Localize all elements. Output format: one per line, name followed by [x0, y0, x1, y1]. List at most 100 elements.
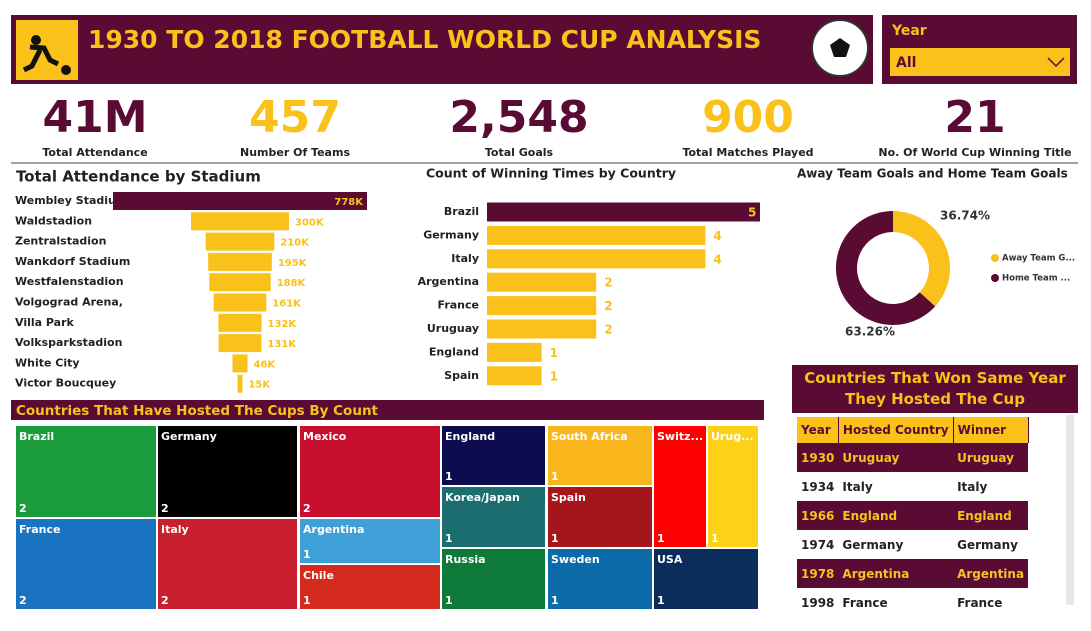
cell-value: 1 — [551, 470, 559, 483]
slicer-value: All — [896, 55, 916, 71]
table-cell: 1998 — [801, 595, 835, 610]
kpi-label: Total Attendance — [42, 146, 147, 159]
category-label: Germany — [423, 228, 479, 241]
category-label: Westfalenstadion — [15, 275, 124, 288]
category-label: Uruguay — [427, 322, 479, 335]
table-cell: 1978 — [797, 559, 839, 588]
treemap-cell — [300, 519, 440, 563]
cell-value: 1 — [445, 532, 453, 545]
value-label: 46K — [254, 359, 277, 370]
value-label: 1 — [550, 369, 558, 383]
table-row: 1934 Italy Italy — [797, 472, 1028, 501]
treemap-cell — [548, 549, 652, 609]
table-cell: France — [842, 595, 888, 610]
treemap-cell — [158, 426, 297, 517]
chart-title: Total Attendance by Stadium — [16, 168, 261, 186]
bar — [232, 354, 248, 373]
cell-label: Switz... — [657, 430, 703, 443]
cell-value: 2 — [161, 502, 169, 515]
dropdown-arrow — [1047, 57, 1065, 68]
bar — [218, 334, 262, 353]
bar — [487, 249, 706, 269]
bar — [487, 225, 706, 245]
slicer-label: Year — [891, 23, 927, 39]
kpi-value: 900 — [702, 92, 794, 143]
value-label: 778K — [334, 197, 364, 208]
legend-marker — [991, 254, 999, 262]
table-cell: Italy — [957, 479, 988, 494]
header-title: 1930 TO 2018 FOOTBALL WORLD CUP ANALYSIS — [88, 25, 761, 54]
table-cell: England — [953, 501, 1029, 530]
bar — [487, 202, 760, 222]
table-cell: Argentina — [838, 559, 954, 588]
cell-label: USA — [657, 553, 683, 566]
category-label: Waldstadion — [15, 214, 92, 227]
treemap-title-bar — [11, 400, 764, 420]
data-label: 36.74% — [940, 209, 990, 223]
bar — [487, 296, 597, 316]
table-cell: France — [957, 595, 1003, 610]
kpi-value: 41M — [42, 92, 147, 143]
table-cell: Argentina — [953, 559, 1029, 588]
table-cell: Germany — [842, 537, 904, 552]
category-label: Victor Boucquey — [15, 377, 116, 390]
chart-title: Countries That Have Hosted The Cups By C… — [16, 403, 379, 419]
table-title: Countries That Won Same Year They Hosted… — [792, 365, 1078, 413]
column-header: Hosted Country — [838, 417, 954, 443]
value-label: 188K — [277, 278, 307, 289]
cell-label: Sweden — [551, 553, 600, 566]
cell-label: Germany — [161, 430, 217, 443]
treemap-cell — [158, 519, 297, 609]
table-cell: Uruguay — [838, 443, 954, 472]
category-label: Wembley Stadium — [15, 194, 127, 207]
cell-label: Mexico — [303, 430, 347, 443]
value-label: 4 — [713, 252, 721, 266]
value-label: 161K — [272, 299, 302, 310]
scrollbar[interactable] — [1066, 415, 1074, 605]
value-label: 210K — [280, 238, 310, 249]
cell-label: Argentina — [303, 523, 364, 536]
slicer-dropdown[interactable] — [890, 48, 1070, 76]
cell-value: 1 — [711, 532, 719, 545]
legend-marker — [991, 274, 999, 282]
bar — [487, 366, 542, 386]
cell-value: 1 — [551, 532, 559, 545]
table-row: 1978 Argentina Argentina — [797, 559, 1029, 588]
bar — [487, 272, 597, 292]
cell-value: 1 — [657, 532, 665, 545]
cell-value: 1 — [303, 594, 311, 607]
value-label: 15K — [248, 380, 271, 391]
category-label: Volgograd Arena, — [15, 296, 123, 309]
table-cell: 1934 — [801, 479, 835, 494]
bar — [213, 293, 267, 312]
table-row: 1966 England England — [797, 501, 1029, 530]
category-label: France — [438, 299, 479, 312]
category-label: Brazil — [444, 205, 479, 218]
treemap-cell — [16, 426, 156, 517]
cell-value: 1 — [303, 548, 311, 561]
cell-label: Italy — [161, 523, 189, 536]
kpi-value: 21 — [944, 92, 1005, 143]
cell-label: Russia — [445, 553, 486, 566]
legend-label: Away Team G... — [1002, 254, 1075, 264]
category-label: Zentralstadion — [15, 235, 106, 248]
bar — [487, 319, 597, 339]
cell-label: Urug... — [711, 430, 754, 443]
cell-value: 1 — [445, 594, 453, 607]
table-cell: Italy — [842, 479, 873, 494]
table-row: 1998 France France — [797, 588, 1028, 617]
cell-value: 2 — [161, 594, 169, 607]
treemap-cell — [708, 426, 758, 547]
cell-label: Chile — [303, 569, 334, 582]
bar — [191, 212, 289, 231]
bar — [205, 232, 275, 251]
treemap-cell — [548, 426, 652, 485]
category-label: Villa Park — [15, 316, 74, 329]
kpi-label: Total Matches Played — [682, 146, 813, 159]
chart-title: Away Team Goals and Home Team Goals — [797, 167, 1068, 181]
bar — [209, 273, 271, 292]
category-label: Italy — [451, 252, 479, 265]
treemap-cell — [442, 487, 545, 547]
